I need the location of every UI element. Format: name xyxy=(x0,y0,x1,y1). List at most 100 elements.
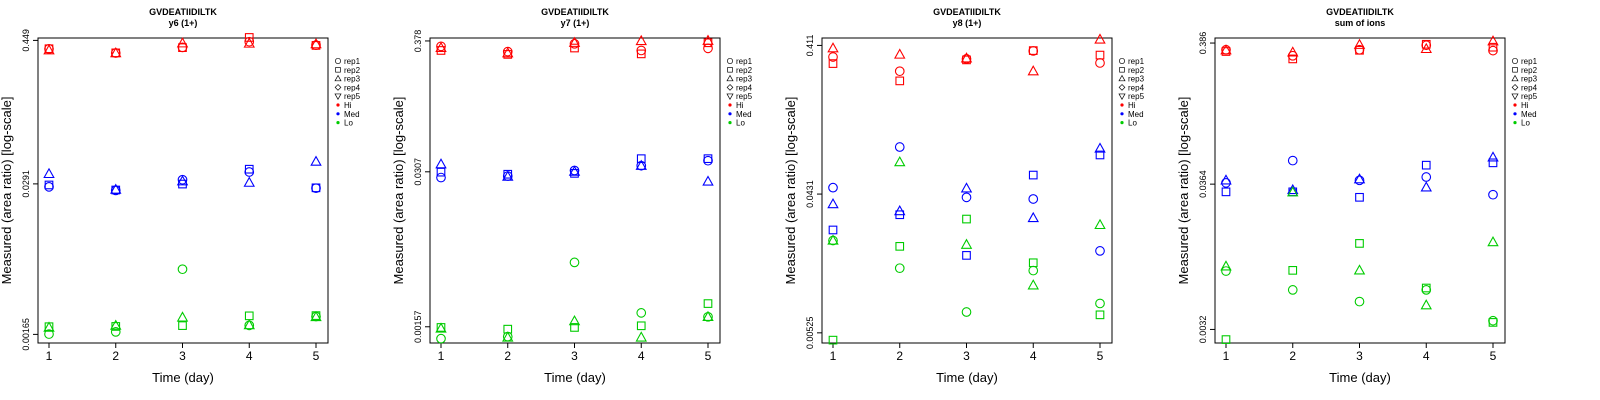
x-tick-label: 5 xyxy=(1490,349,1497,363)
y-axis-label: Measured (area ratio) [log-scale] xyxy=(1176,97,1191,285)
legend-entry: Hi xyxy=(344,101,352,110)
data-point xyxy=(1095,310,1105,320)
legend-marker xyxy=(1120,103,1124,107)
legend-entry: rep4 xyxy=(344,83,361,92)
data-point xyxy=(636,49,646,59)
data-point xyxy=(1028,170,1038,180)
data-point xyxy=(828,182,838,193)
data-point xyxy=(1027,211,1039,223)
chart-title: GVDEATIIDILTK xyxy=(541,7,609,17)
legend-entry: Hi xyxy=(736,101,744,110)
data-point xyxy=(1355,45,1364,55)
legend-marker xyxy=(334,57,342,65)
data-point xyxy=(502,331,513,342)
data-point xyxy=(44,329,54,339)
legend-marker xyxy=(1118,57,1126,65)
data-point xyxy=(1355,192,1364,202)
y-tick-label: 0.0291 xyxy=(21,170,31,198)
legend-entry: rep1 xyxy=(1128,57,1145,66)
data-point xyxy=(502,47,514,58)
legend-marker xyxy=(335,67,341,73)
legend-entry: Med xyxy=(1128,110,1144,119)
y-tick-label: 0.378 xyxy=(413,30,423,53)
data-point xyxy=(1421,160,1431,170)
data-point xyxy=(1421,283,1431,293)
data-point xyxy=(1027,65,1039,76)
legend-entry: Med xyxy=(1521,110,1537,119)
legend-entry: rep4 xyxy=(1521,83,1538,92)
data-point xyxy=(569,257,580,268)
legend-marker xyxy=(726,57,734,65)
data-point xyxy=(243,176,255,187)
chart-subtitle: y8 (1+) xyxy=(953,18,982,28)
legend-marker xyxy=(1513,112,1517,116)
legend-entry: rep1 xyxy=(1521,57,1538,66)
data-point xyxy=(1028,258,1038,268)
data-point xyxy=(894,48,906,59)
legend-entry: rep3 xyxy=(344,75,361,84)
data-point xyxy=(244,164,254,174)
x-tick-label: 2 xyxy=(896,349,903,363)
data-point xyxy=(568,165,581,176)
data-point xyxy=(636,154,646,164)
data-point xyxy=(1095,150,1105,160)
data-point xyxy=(244,167,255,177)
legend-entry: rep3 xyxy=(1521,75,1538,84)
series-lo xyxy=(1220,186,1499,344)
data-point xyxy=(703,43,713,54)
data-point xyxy=(1288,266,1298,275)
data-point xyxy=(311,183,321,193)
data-point xyxy=(1220,260,1232,271)
data-point xyxy=(310,155,322,166)
series-med xyxy=(435,154,714,186)
data-point xyxy=(435,158,447,169)
data-point xyxy=(176,37,189,48)
legend-marker xyxy=(334,84,342,91)
data-point xyxy=(503,169,513,179)
x-tick-label: 1 xyxy=(1223,349,1230,363)
data-point xyxy=(1421,285,1432,295)
data-point xyxy=(1355,239,1364,248)
legend-entry: rep4 xyxy=(1128,83,1145,92)
x-tick-label: 3 xyxy=(963,349,970,363)
legend-marker xyxy=(728,112,732,116)
data-point xyxy=(1220,174,1232,185)
data-point xyxy=(435,41,447,53)
y-tick-label: 0.00157 xyxy=(413,311,423,344)
data-point xyxy=(1027,279,1039,290)
data-point xyxy=(1094,218,1106,230)
data-point xyxy=(828,225,838,235)
data-point xyxy=(1353,264,1366,275)
data-point xyxy=(827,42,839,53)
y-tick-label: 0.449 xyxy=(21,29,31,52)
data-point xyxy=(895,76,905,86)
data-point xyxy=(827,197,839,209)
data-point xyxy=(178,321,187,330)
data-point xyxy=(111,185,121,195)
data-point xyxy=(894,263,905,274)
y-axis-label: Measured (area ratio) [log-scale] xyxy=(783,97,798,285)
data-point xyxy=(635,34,647,46)
data-point xyxy=(1487,151,1499,162)
legend-entry: Lo xyxy=(1521,119,1530,128)
data-point xyxy=(703,299,713,308)
legend-marker xyxy=(1120,112,1124,116)
legend-marker xyxy=(1513,103,1517,107)
legend-entry: Med xyxy=(344,110,360,119)
legend-marker xyxy=(334,74,342,82)
data-point xyxy=(43,44,55,55)
y-tick-label: 0.0364 xyxy=(1198,170,1208,198)
chart-subtitle: y7 (1+) xyxy=(561,18,590,28)
y-tick-label: 0.0307 xyxy=(413,158,423,186)
data-point xyxy=(703,154,713,164)
data-point xyxy=(1221,335,1231,344)
data-point xyxy=(895,241,905,251)
legend-entry: Hi xyxy=(1128,101,1136,110)
data-point xyxy=(568,36,581,47)
x-tick-label: 3 xyxy=(1356,349,1363,363)
x-axis-label: Time (day) xyxy=(1329,370,1391,385)
legend-marker xyxy=(728,103,732,107)
data-point xyxy=(1221,187,1231,197)
y-axis-label: Measured (area ratio) [log-scale] xyxy=(0,97,14,285)
